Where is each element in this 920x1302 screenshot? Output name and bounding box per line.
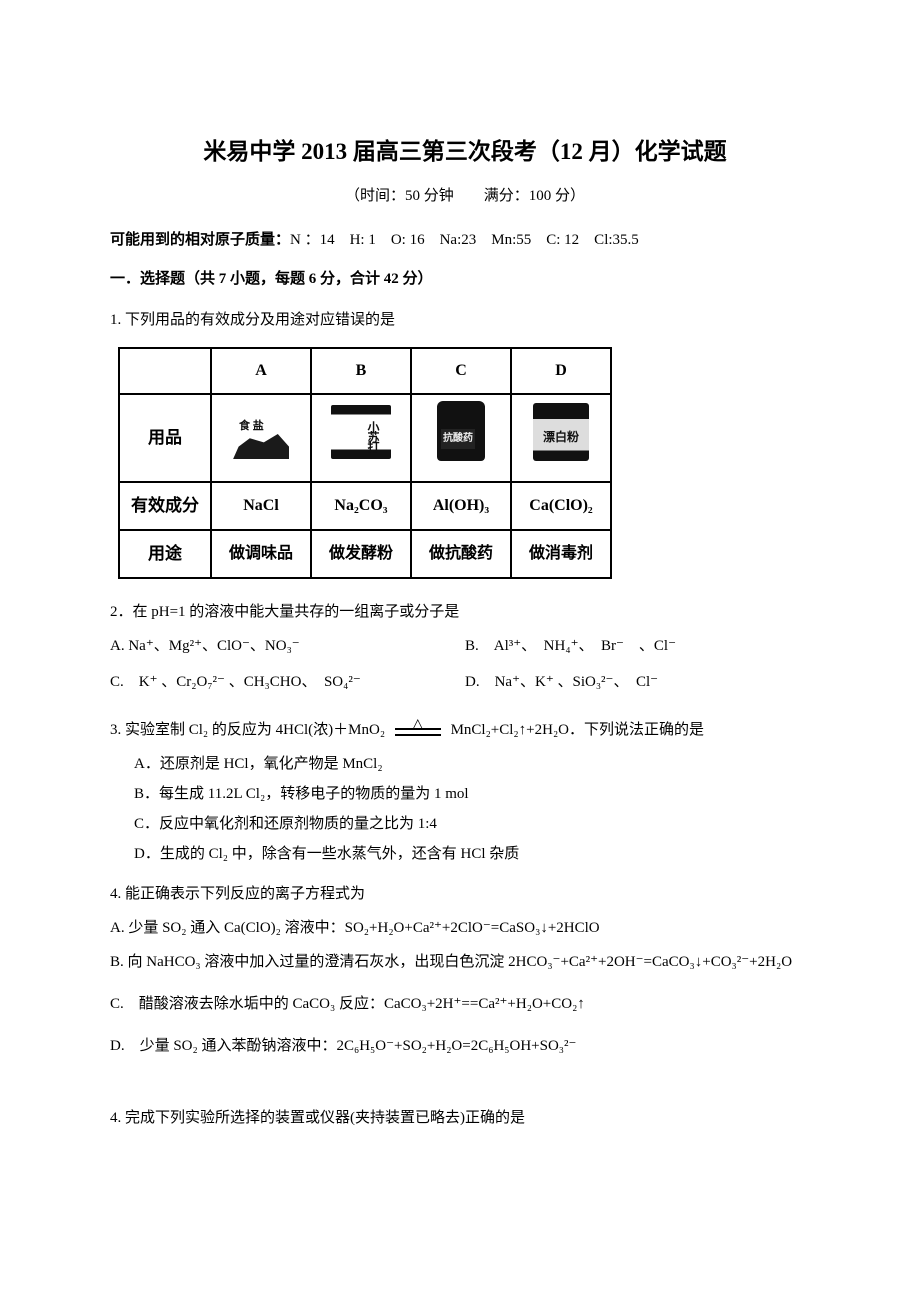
ingredient-d: Ca(ClO)₂ bbox=[511, 482, 611, 530]
q4-option-c: C. 醋酸溶液去除水垢中的 CaCO₃ 反应：CaCO₃+2H⁺==Ca²⁺+H… bbox=[110, 989, 820, 1019]
question-3: 3. 实验室制 Cl₂ 的反应为 4HCl(浓)＋MnO₂ △ MnCl₂+Cl… bbox=[110, 715, 820, 869]
q4-option-d: D. 少量 SO₂ 通入苯酚钠溶液中：2C₆H₅O⁻+SO₂+H₂O=2C₆H₅… bbox=[110, 1031, 820, 1061]
subtitle: （时间：50 分钟 满分：100 分） bbox=[110, 182, 820, 211]
table-use-row: 用途 做调味品 做发酵粉 做抗酸药 做消毒剂 bbox=[119, 530, 611, 578]
product-image-b bbox=[311, 394, 411, 482]
q3-option-a: A．还原剂是 HCl，氧化产物是 MnCl₂ bbox=[110, 749, 820, 779]
q3-stem: 3. 实验室制 Cl₂ 的反应为 4HCl(浓)＋MnO₂ △ MnCl₂+Cl… bbox=[110, 715, 820, 745]
atomic-values: N ：14 H: 1 O: 16 Na:23 Mn:55 C: 12 Cl:35… bbox=[290, 232, 639, 248]
atomic-masses: 可能用到的相对原子质量：N ：14 H: 1 O: 16 Na:23 Mn:55… bbox=[110, 226, 820, 255]
product-image-a bbox=[211, 394, 311, 482]
q3-option-c: C．反应中氧化剂和还原剂物质的量之比为 1:4 bbox=[110, 809, 820, 839]
table-header-c: C bbox=[411, 348, 511, 394]
q4-stem: 4. 能正确表示下列反应的离子方程式为 bbox=[110, 879, 820, 909]
q4b-stem: 4. 完成下列实验所选择的装置或仪器(夹持装置已略去)正确的是 bbox=[110, 1103, 820, 1133]
question-4b: 4. 完成下列实验所选择的装置或仪器(夹持装置已略去)正确的是 bbox=[110, 1103, 820, 1133]
q2-stem: 2．在 pH=1 的溶液中能大量共存的一组离子或分子是 bbox=[110, 597, 820, 627]
salt-image bbox=[225, 399, 297, 465]
row-label-use: 用途 bbox=[119, 530, 211, 578]
table-header-blank bbox=[119, 348, 211, 394]
q2-option-d: D. Na⁺、K⁺ 、SiO₃²⁻、 Cl⁻ bbox=[465, 667, 820, 697]
use-b: 做发酵粉 bbox=[311, 530, 411, 578]
ingredient-a: NaCl bbox=[211, 482, 311, 530]
use-c: 做抗酸药 bbox=[411, 530, 511, 578]
question-1: 1. 下列用品的有效成分及用途对应错误的是 A B C D 用品 有效成分 Na… bbox=[110, 305, 820, 579]
page-title: 米易中学 2013 届高三第三次段考（12 月）化学试题 bbox=[110, 130, 820, 174]
table-product-row: 用品 bbox=[119, 394, 611, 482]
q4-option-b: B. 向 NaHCO₃ 溶液中加入过量的澄清石灰水，出现白色沉淀 2HCO₃⁻+… bbox=[110, 947, 820, 977]
atomic-label: 可能用到的相对原子质量： bbox=[110, 232, 290, 248]
q3-option-d: D．生成的 Cl₂ 中，除含有一些水蒸气外，还含有 HCl 杂质 bbox=[110, 839, 820, 869]
table-header-row: A B C D bbox=[119, 348, 611, 394]
row-label-ingredient: 有效成分 bbox=[119, 482, 211, 530]
q4-option-a: A. 少量 SO₂ 通入 Ca(ClO)₂ 溶液中：SO₂+H₂O+Ca²⁺+2… bbox=[110, 913, 820, 943]
baking-soda-image bbox=[325, 399, 397, 465]
use-d: 做消毒剂 bbox=[511, 530, 611, 578]
use-a: 做调味品 bbox=[211, 530, 311, 578]
section-1-header: 一．选择题（共 7 小题，每题 6 分，合计 42 分） bbox=[110, 265, 820, 294]
q1-stem: 1. 下列用品的有效成分及用途对应错误的是 bbox=[110, 305, 820, 335]
q2-option-a: A. Na⁺、Mg²⁺、ClO⁻、NO₃⁻ bbox=[110, 631, 465, 661]
product-image-c bbox=[411, 394, 511, 482]
q1-table: A B C D 用品 有效成分 NaCl Na₂CO₃ Al(OH)₃ Ca(C… bbox=[118, 347, 612, 579]
antacid-image bbox=[425, 399, 497, 465]
q3-stem-pre: 3. 实验室制 Cl₂ 的反应为 4HCl(浓)＋MnO₂ bbox=[110, 722, 385, 738]
product-image-d bbox=[511, 394, 611, 482]
question-4: 4. 能正确表示下列反应的离子方程式为 A. 少量 SO₂ 通入 Ca(ClO)… bbox=[110, 879, 820, 1061]
ingredient-c: Al(OH)₃ bbox=[411, 482, 511, 530]
q2-option-b: B. Al³⁺、 NH₄⁺、 Br⁻ 、Cl⁻ bbox=[465, 631, 820, 661]
q3-option-b: B．每生成 11.2L Cl₂，转移电子的物质的量为 1 mol bbox=[110, 779, 820, 809]
question-2: 2．在 pH=1 的溶液中能大量共存的一组离子或分子是 A. Na⁺、Mg²⁺、… bbox=[110, 597, 820, 697]
reaction-arrow: △ bbox=[395, 726, 441, 736]
table-header-a: A bbox=[211, 348, 311, 394]
table-header-b: B bbox=[311, 348, 411, 394]
bleach-image bbox=[525, 399, 597, 465]
table-header-d: D bbox=[511, 348, 611, 394]
q3-stem-post: MnCl₂+Cl₂↑+2H₂O．下列说法正确的是 bbox=[451, 722, 704, 738]
triangle-icon: △ bbox=[412, 711, 423, 739]
row-label-product: 用品 bbox=[119, 394, 211, 482]
q2-option-c: C. K⁺ 、Cr₂O₇²⁻ 、CH₃CHO、 SO₄²⁻ bbox=[110, 667, 465, 697]
table-ingredient-row: 有效成分 NaCl Na₂CO₃ Al(OH)₃ Ca(ClO)₂ bbox=[119, 482, 611, 530]
ingredient-b: Na₂CO₃ bbox=[311, 482, 411, 530]
